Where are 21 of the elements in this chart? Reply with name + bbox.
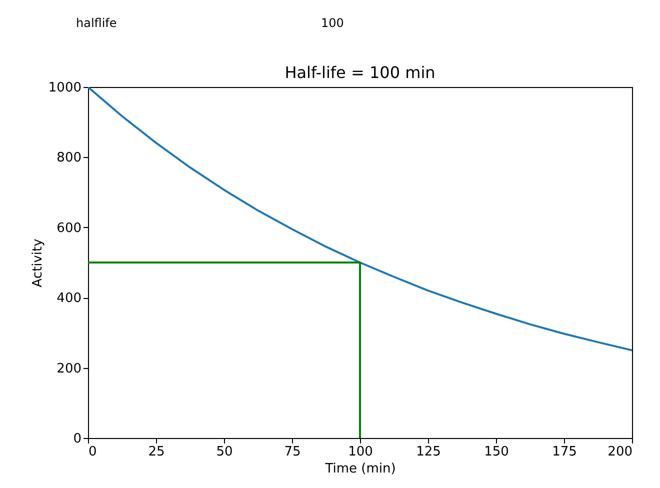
x-tick-label: 0 bbox=[88, 444, 97, 460]
y-tick-label: 400 bbox=[56, 291, 82, 306]
x-tick-label: 25 bbox=[148, 444, 165, 460]
x-axis-title: Time (min) bbox=[324, 462, 396, 476]
x-tick-label: 100 bbox=[348, 444, 373, 460]
y-tick-label: 0 bbox=[73, 432, 82, 446]
y-tick-label: 600 bbox=[56, 220, 82, 236]
x-tick-label: 50 bbox=[216, 444, 233, 460]
line-series bbox=[88, 87, 632, 352]
y-tick-label: 1000 bbox=[48, 80, 82, 96]
x-tick-label: 75 bbox=[284, 444, 301, 460]
x-tick-label: 175 bbox=[552, 444, 577, 460]
x-tick-label: 125 bbox=[416, 444, 441, 460]
x-tick-label: 150 bbox=[484, 444, 509, 460]
y-tick-label: 800 bbox=[56, 150, 82, 166]
y-tick-label: 200 bbox=[56, 361, 82, 376]
x-tick-label: 200 bbox=[608, 444, 632, 460]
text: 100 bbox=[321, 16, 344, 30]
text: halflife bbox=[76, 16, 117, 30]
y-axis-title: Activity bbox=[30, 238, 46, 288]
chart-title: Half-life = 100 min bbox=[284, 63, 436, 82]
